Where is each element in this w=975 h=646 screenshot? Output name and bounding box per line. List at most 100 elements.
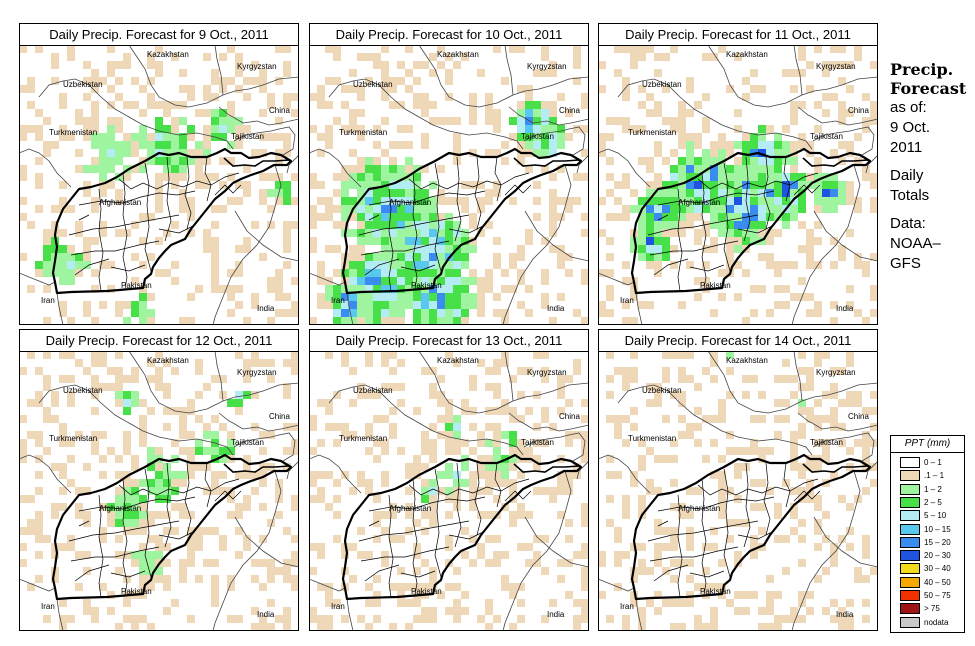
- precip-cell: [115, 61, 123, 69]
- precip-cell: [99, 133, 107, 141]
- precip-cell: [830, 237, 838, 245]
- precip-cell: [429, 269, 437, 277]
- precip-cell: [525, 447, 533, 455]
- precip-cell: [710, 615, 718, 623]
- precip-cell: [814, 399, 822, 407]
- precip-cell: [710, 471, 718, 479]
- precip-cell: [766, 623, 774, 631]
- precip-cell: [147, 623, 155, 631]
- precip-cell: [171, 157, 179, 165]
- precip-cell: [429, 447, 437, 455]
- precip-cell: [509, 133, 517, 141]
- precip-cell: [862, 165, 870, 173]
- precip-cell: [814, 189, 822, 197]
- precip-cell: [846, 527, 854, 535]
- precip-cell: [35, 471, 43, 479]
- precip-cell: [163, 173, 171, 181]
- precip-cell: [179, 423, 187, 431]
- precip-cell: [686, 141, 694, 149]
- precip-cell: [646, 205, 654, 213]
- precip-cell: [123, 149, 131, 157]
- country-border: [56, 598, 64, 631]
- precip-cell: [485, 367, 493, 375]
- country-border: [38, 384, 234, 456]
- precip-cell: [718, 479, 726, 487]
- precip-cell: [670, 125, 678, 133]
- wakhan-border: [223, 463, 290, 473]
- precip-cell: [509, 407, 517, 415]
- precip-cell: [251, 301, 259, 309]
- precip-cell: [171, 133, 179, 141]
- precip-cell: [806, 173, 814, 181]
- precip-cell: [67, 277, 75, 285]
- precip-cell: [99, 173, 107, 181]
- precip-cell: [259, 503, 267, 511]
- precip-cell: [525, 285, 533, 293]
- country-border: [346, 598, 354, 631]
- precip-cell: [750, 535, 758, 543]
- precip-cell: [139, 527, 147, 535]
- precip-cell: [67, 269, 75, 277]
- precip-cell: [453, 269, 461, 277]
- precip-cell: [349, 431, 357, 439]
- precip-cell: [365, 479, 373, 487]
- precip-cell: [806, 229, 814, 237]
- province-border: [144, 468, 152, 578]
- precip-cell: [485, 423, 493, 431]
- precip-cell: [485, 197, 493, 205]
- legend-swatch: [900, 590, 920, 601]
- precip-cell: [654, 189, 662, 197]
- precip-cell: [275, 181, 283, 189]
- precip-cell: [357, 189, 365, 197]
- precip-cell: [758, 173, 766, 181]
- precip-cell: [533, 423, 541, 431]
- precip-cell: [365, 189, 373, 197]
- precip-cell: [598, 85, 606, 93]
- precip-cell: [283, 245, 291, 253]
- precip-cell: [123, 141, 131, 149]
- country-border: [598, 148, 651, 188]
- precip-cell: [243, 237, 251, 245]
- precip-cell: [131, 391, 139, 399]
- precip-cell: [453, 149, 461, 157]
- precip-cell: [750, 173, 758, 181]
- precip-cell: [333, 117, 341, 125]
- precip-cell: [477, 69, 485, 77]
- precip-cell: [123, 447, 131, 455]
- precip-cell: [790, 391, 798, 399]
- precip-cell: [517, 109, 525, 117]
- precip-cell: [163, 543, 171, 551]
- precip-cell: [397, 277, 405, 285]
- precip-cell: [139, 543, 147, 551]
- precip-cell: [437, 277, 445, 285]
- map-label-turkmenistan: Turkmenistan: [628, 128, 676, 137]
- precip-cell: [389, 205, 397, 213]
- precip-cell: [99, 221, 107, 229]
- precip-cell: [782, 181, 790, 189]
- precip-cell: [349, 309, 357, 317]
- precip-cell: [758, 189, 766, 197]
- precip-cell: [758, 253, 766, 261]
- precip-cell: [742, 269, 750, 277]
- precip-cell: [291, 447, 299, 455]
- precip-cell: [357, 229, 365, 237]
- precip-cell: [429, 367, 437, 375]
- precip-cell: [91, 109, 99, 117]
- precip-cell: [325, 423, 333, 431]
- precip-cell: [115, 399, 123, 407]
- precip-cell: [453, 317, 461, 325]
- precip-cell: [710, 607, 718, 615]
- precip-cell: [91, 351, 99, 359]
- wakhan-border: [513, 157, 580, 167]
- precip-cell: [187, 543, 195, 551]
- precip-cell: [814, 301, 822, 309]
- precip-cell: [51, 415, 59, 423]
- precip-cell: [429, 519, 437, 527]
- precip-cell: [107, 125, 115, 133]
- forecast-panel-3: Daily Precip. Forecast for 11 Oct., 2011…: [598, 23, 878, 325]
- precip-cell: [227, 583, 235, 591]
- precip-cell: [509, 117, 517, 125]
- precip-cell: [389, 535, 397, 543]
- precip-cell: [381, 229, 389, 237]
- precip-cell: [259, 583, 267, 591]
